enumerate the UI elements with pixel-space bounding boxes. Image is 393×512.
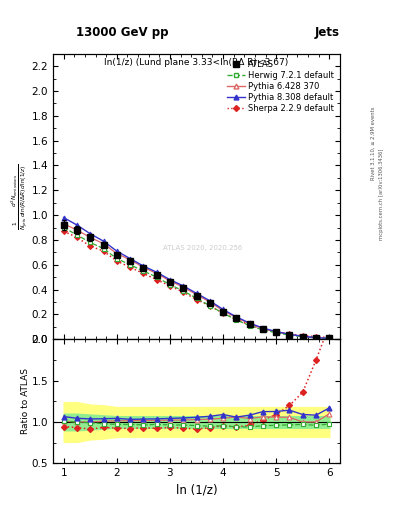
Text: ln(1/z) (Lund plane 3.33<ln(RΔ R)<3.67): ln(1/z) (Lund plane 3.33<ln(RΔ R)<3.67) bbox=[105, 58, 288, 67]
Text: ATLAS 2020, 2020.256: ATLAS 2020, 2020.256 bbox=[163, 245, 242, 251]
Text: mcplots.cern.ch [arXiv:1306.3436]: mcplots.cern.ch [arXiv:1306.3436] bbox=[380, 149, 384, 240]
Text: Jets: Jets bbox=[315, 26, 340, 39]
Text: Rivet 3.1.10, ≥ 2.9M events: Rivet 3.1.10, ≥ 2.9M events bbox=[371, 106, 376, 180]
Legend: ATLAS, Herwig 7.2.1 default, Pythia 6.428 370, Pythia 8.308 default, Sherpa 2.2.: ATLAS, Herwig 7.2.1 default, Pythia 6.42… bbox=[225, 58, 336, 115]
Y-axis label: Ratio to ATLAS: Ratio to ATLAS bbox=[21, 368, 30, 434]
X-axis label: ln (1/z): ln (1/z) bbox=[176, 484, 217, 497]
Text: 13000 GeV pp: 13000 GeV pp bbox=[75, 26, 168, 39]
Y-axis label: $\frac{1}{N_{jets}}\frac{d^2N_{emissions}}{d\ln(R/\Delta R)\,d\ln(1/z)}$: $\frac{1}{N_{jets}}\frac{d^2N_{emissions… bbox=[10, 163, 30, 229]
